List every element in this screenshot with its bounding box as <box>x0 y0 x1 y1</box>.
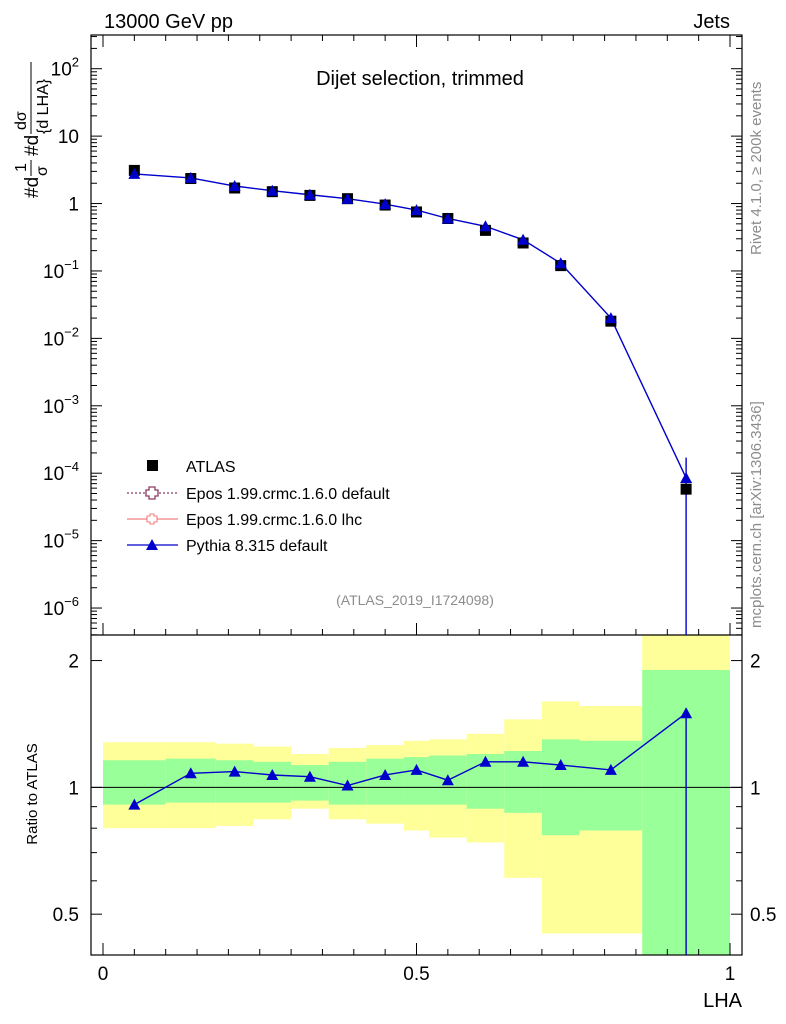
svg-text:1: 1 <box>13 163 30 172</box>
pythia-point <box>266 184 279 196</box>
pythia-point <box>410 204 423 216</box>
chart-title: Dijet selection, trimmed <box>316 68 524 90</box>
pythia-ratio-point <box>680 707 693 719</box>
rivet-label: Rivet 4.1.0, ≥ 200k events <box>748 82 765 255</box>
svg-text:{d LHA}: {d LHA} <box>35 78 52 134</box>
legend: ATLAS Epos 1.99.crmc.1.6.0 default Epos … <box>127 459 390 555</box>
legend-marker-epos-lhc <box>146 513 158 525</box>
pythia-ratio-point <box>184 767 197 779</box>
pythia-point <box>379 198 392 210</box>
y-tick-label-main: 10−5 <box>43 527 79 553</box>
legend-item-epos-default: Epos 1.99.crmc.1.6.0 default <box>127 486 390 503</box>
pythia-ratio-point <box>303 770 316 782</box>
pythia-ratio-point <box>341 779 354 791</box>
ratio-tick-label-right: 0.5 <box>750 905 776 926</box>
main-ylabel: #d 1 σ #d dσ {d LHA} <box>13 62 52 198</box>
pythia-ratio-point <box>379 768 392 780</box>
y-tick-label-main: 10−6 <box>43 594 79 620</box>
pythia-point <box>441 212 454 224</box>
pythia-point <box>680 471 693 483</box>
pythia-ratio-line <box>134 712 687 806</box>
ratio-tick-label-right: 1 <box>750 778 761 799</box>
ratio-tick-label-left: 2 <box>68 652 79 673</box>
ratio-band-inner-6 <box>366 758 404 805</box>
pythia-point <box>303 188 316 200</box>
pythia-ratio-point <box>228 765 241 777</box>
pythia-point <box>517 233 530 245</box>
pythia-ratio-point <box>441 774 454 786</box>
pythia-ratio-point <box>128 798 141 810</box>
mcplots-label: mcplots.cern.ch [arXiv:1306.3436] <box>748 401 765 628</box>
pythia-point <box>128 167 141 179</box>
svg-text:#d: #d <box>22 177 43 198</box>
x-axis-label: LHA <box>703 990 743 1012</box>
legend-label-pythia: Pythia 8.315 default <box>186 538 328 555</box>
ratio-ylabel: Ratio to ATLAS <box>24 743 41 844</box>
x-tick-label: 0 <box>98 964 109 985</box>
analysis-id: (ATLAS_2019_I1724098) <box>336 592 494 608</box>
pythia-point <box>604 312 617 324</box>
header-left: 13000 GeV pp <box>104 11 233 33</box>
y-tick-label-main: 10−2 <box>43 324 79 350</box>
x-tick-label: 1 <box>725 964 736 985</box>
pythia-ratio-point <box>517 755 530 767</box>
svg-text:#d: #d <box>22 135 43 156</box>
pythia-point <box>184 171 197 183</box>
header-right: Jets <box>693 11 730 33</box>
ratio-tick-label-right: 2 <box>750 652 761 673</box>
y-tick-label-main: 102 <box>51 55 79 81</box>
y-tick-label-main: 10−3 <box>43 392 79 418</box>
y-tick-label-main: 10−1 <box>43 257 79 283</box>
x-tick-label: 0.5 <box>403 964 429 985</box>
legend-item-epos-lhc: Epos 1.99.crmc.1.6.0 lhc <box>127 512 362 529</box>
y-tick-label-main: 10 <box>58 127 79 148</box>
pythia-ratio-point <box>604 763 617 775</box>
pythia-ratio-point <box>554 759 567 771</box>
legend-item-atlas: ATLAS <box>147 459 236 476</box>
atlas-point <box>680 483 692 495</box>
svg-text:dσ: dσ <box>13 111 30 130</box>
ratio-band-inner-0 <box>103 760 166 805</box>
ratio-band-inner-3 <box>253 761 292 803</box>
legend-marker-atlas <box>147 460 158 471</box>
pythia-ratio-point <box>479 755 492 767</box>
y-tick-label-main: 1 <box>68 195 79 216</box>
ratio-tick-label-left: 0.5 <box>53 905 79 926</box>
pythia-ratio-point <box>410 763 423 775</box>
y-tick-label-main: 10−4 <box>43 459 79 485</box>
pythia-point <box>341 192 354 204</box>
ratio-band-inner-4 <box>291 765 329 801</box>
legend-marker-pythia <box>146 539 158 550</box>
svg-text:σ: σ <box>34 166 51 176</box>
pythia-point <box>228 180 241 192</box>
pythia-point <box>479 220 492 232</box>
legend-label-atlas: ATLAS <box>186 459 236 476</box>
pythia-point <box>554 257 567 269</box>
ratio-band-inner-1 <box>165 758 216 803</box>
pythia-line <box>134 173 687 479</box>
legend-label-epos-default: Epos 1.99.crmc.1.6.0 default <box>186 486 390 503</box>
legend-item-pythia: Pythia 8.315 default <box>127 538 328 555</box>
ratio-band-inner-12 <box>579 740 643 831</box>
pythia-ratio-point <box>266 768 279 780</box>
legend-marker-epos-default <box>145 486 159 500</box>
ratio-tick-label-left: 1 <box>68 778 79 799</box>
legend-label-epos-lhc: Epos 1.99.crmc.1.6.0 lhc <box>186 512 362 529</box>
